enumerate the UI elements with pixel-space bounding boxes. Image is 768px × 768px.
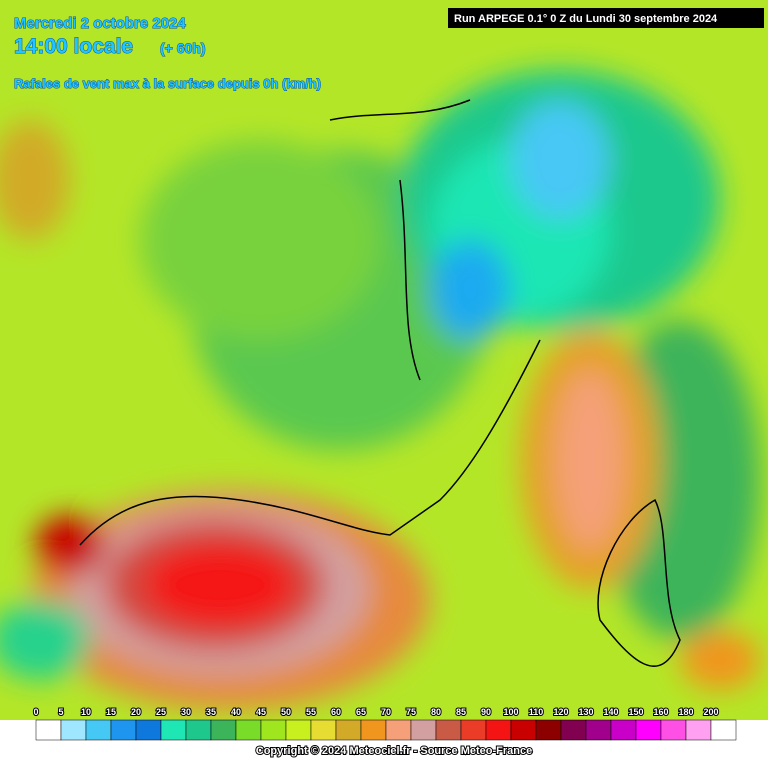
date: Mercredi 2 octobre 2024 [14,15,186,32]
legend-swatch [35,719,62,741]
time: 14:00 locale [14,35,133,58]
legend-swatch [485,719,512,741]
legend-tick-label: 0 [33,707,38,717]
legend-swatch [260,719,287,741]
legend-swatch [310,719,337,741]
legend-tick-label: 130 [578,707,593,717]
map-background [0,0,768,720]
legend-swatch [610,719,637,741]
legend-swatch [110,719,137,741]
legend-tick-label: 140 [603,707,618,717]
parameter: Rafales de vent max à la surface depuis … [14,76,321,91]
legend-swatch [85,719,112,741]
legend-swatch [585,719,612,741]
legend-swatch [710,719,737,741]
legend-tick-label: 20 [131,707,141,717]
legend-tick-label: 90 [481,707,491,717]
run-info: Run ARPEGE 0.1° 0 Z du Lundi 30 septembr… [454,13,718,25]
legend-swatch [685,719,712,741]
legend-swatch [535,719,562,741]
legend-tick-label: 150 [628,707,643,717]
legend-swatch [660,719,687,741]
legend-swatch [360,719,387,741]
legend-tick-label: 85 [456,707,466,717]
legend-swatch [135,719,162,741]
legend-tick-label: 60 [331,707,341,717]
legend-tick-label: 30 [181,707,191,717]
legend-swatch [410,719,437,741]
legend-swatch [60,719,87,741]
legend-swatch [510,719,537,741]
legend-tick-label: 200 [703,707,718,717]
legend-tick-label: 160 [653,707,668,717]
legend-tick-label: 100 [503,707,518,717]
legend-swatch [385,719,412,741]
legend-tick-label: 5 [58,707,63,717]
legend-swatch [210,719,237,741]
legend-tick-label: 25 [156,707,166,717]
legend-tick-label: 65 [356,707,366,717]
legend-swatch [160,719,187,741]
legend-tick-label: 40 [231,707,241,717]
legend-tick-label: 50 [281,707,291,717]
lead-time: (+ 60h) [160,40,206,56]
legend-tick-label: 80 [431,707,441,717]
legend-swatch [185,719,212,741]
copyright: Copyright © 2024 Meteociel.fr - Source M… [256,745,532,757]
legend-swatch [560,719,587,741]
legend-swatch [435,719,462,741]
legend-tick-label: 15 [106,707,116,717]
legend-tick-label: 10 [81,707,91,717]
legend-swatch [235,719,262,741]
legend-tick-label: 110 [529,707,544,717]
legend-tick-label: 75 [406,707,416,717]
legend-tick-label: 180 [678,707,693,717]
run-box [448,8,764,28]
legend-swatch [285,719,312,741]
legend-tick-label: 45 [256,707,266,717]
legend-tick-label: 35 [206,707,216,717]
legend-swatch [460,719,487,741]
legend-swatch [335,719,362,741]
legend-tick-label: 55 [306,707,316,717]
legend-tick-label: 120 [553,707,568,717]
legend-swatch [635,719,662,741]
legend: 0 5 10 15 20 25 30 35 40 45 50 55 60 65 70 75 80 85 90 100 1… [32,706,737,741]
legend-tick-label: 70 [381,707,391,717]
